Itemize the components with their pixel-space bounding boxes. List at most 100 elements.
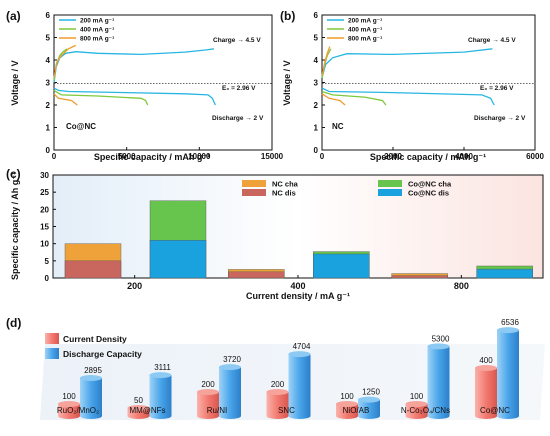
panel-a-xlabel: Specific capacity / mAh g⁻¹ <box>94 152 210 162</box>
bar-nc-dis-400 <box>228 271 285 279</box>
bar-current-density-4 <box>266 392 289 416</box>
panel-c-legend-text: Co@NC dis <box>408 189 449 198</box>
bar-discharge-capacity-5-base <box>358 413 380 419</box>
panel-b-series-2-discharge-line <box>321 90 387 106</box>
panel-c-xtick-label: 400 <box>290 281 305 291</box>
legend-discharge-capacity-swatch <box>45 348 59 359</box>
value-label-discharge-capacity: 4704 <box>293 342 311 351</box>
panel-a-legend-text: 400 mA g⁻¹ <box>80 27 114 34</box>
bar-nc-dis-800 <box>391 275 448 279</box>
bar-current-density-3-top <box>197 389 219 395</box>
category-label: Ru/NI <box>207 406 227 415</box>
bar-current-density-3 <box>197 392 219 416</box>
category-label: RuO₂/MnO₂ <box>57 406 99 415</box>
panel-a-xtick-label: 0 <box>52 152 57 161</box>
panel-d-label: (d) <box>6 316 21 330</box>
panel-a-series-2-discharge-line <box>53 89 149 106</box>
panel-a-series-3-discharge-line <box>53 93 78 106</box>
panel-a-series-1-discharge-line <box>53 87 216 106</box>
panel-c-ytick-label: 5 <box>45 257 50 266</box>
panel-b-charge-note: Charge → 4.5 V <box>468 37 516 44</box>
panel-b-series-1-charge-line <box>321 48 493 79</box>
panel-a-label: (a) <box>6 9 21 23</box>
panel-b-sample-label: NC <box>332 122 344 131</box>
panel-a-sample-label: Co@NC <box>66 122 96 131</box>
value-label-discharge-capacity: 5300 <box>432 334 450 343</box>
panel-c-ylabel: Specific capacity / Ah g⁻¹ <box>10 172 20 280</box>
bar-discharge-capacity-2-base <box>149 413 172 419</box>
bar-current-density-7-base <box>475 413 497 419</box>
legend-discharge-capacity-text: Discharge Capacity <box>63 349 142 359</box>
value-label-current-density: 100 <box>62 392 76 401</box>
bar-discharge-capacity-5-top <box>358 396 380 403</box>
panel-c-legend-swatch <box>242 180 266 187</box>
bar-discharge-capacity-2-top <box>149 372 172 379</box>
panel-c-legend-text: NC dis <box>272 189 296 198</box>
value-label-current-density: 100 <box>410 392 424 401</box>
panel-a-series-3-charge-line <box>53 44 77 79</box>
bar-discharge-capacity-6 <box>427 346 450 416</box>
panel-b-legend-text: 400 mA g⁻¹ <box>348 27 382 34</box>
panel-b-series-3-discharge-line <box>321 93 346 106</box>
bar-co-nc-dis-400 <box>313 253 370 279</box>
panel-b-xtick-label: 2000 <box>384 152 402 161</box>
panel-a-charge-note: Charge → 4.5 V <box>213 37 261 44</box>
bar-current-density-2-base <box>127 413 150 419</box>
panel-c-ytick-label: 10 <box>40 240 49 249</box>
panel-a-e0-note: E₀ = 2.96 V <box>222 85 256 92</box>
panel-b-legend-text: 200 mA g⁻¹ <box>348 18 382 25</box>
panel-b-e0-note: E₀ = 2.96 V <box>480 85 514 92</box>
bar-co-nc-dis-800 <box>476 268 533 279</box>
bar-current-density-1-base <box>58 413 80 419</box>
category-label: MM@NFs <box>129 406 165 415</box>
panel-b-series-1-discharge-line <box>321 87 495 106</box>
bar-current-density-6-base <box>405 413 428 419</box>
panel-c-xtick-label: 800 <box>454 281 469 291</box>
panel-d-chart: Current Density Discharge Capacity 100 28… <box>40 318 545 420</box>
bar-discharge-capacity-6-base <box>427 413 450 419</box>
panel-c-frame <box>52 174 544 279</box>
panel-a-ytick-label: 3 <box>46 79 51 88</box>
panel-b-label: (b) <box>280 9 295 23</box>
panel-c-ytick-label: 20 <box>40 205 49 214</box>
panel-a-ytick-label: 5 <box>46 34 51 43</box>
bar-current-density-5-top <box>336 401 358 407</box>
bar-discharge-capacity-2 <box>149 375 172 416</box>
panel-c-legend-swatch <box>242 189 266 196</box>
panel-b-ylabel: Voltage / V <box>282 60 292 105</box>
category-label: NiO/AB <box>343 406 370 415</box>
value-label-current-density: 50 <box>134 396 143 405</box>
panel-a-ytick-label: 0 <box>46 146 51 155</box>
bar-current-density-5-base <box>336 413 358 419</box>
panel-b-ytick-label: 4 <box>314 56 319 65</box>
bar-current-density-7 <box>475 368 497 416</box>
panel-a-legend-text: 200 mA g⁻¹ <box>80 18 114 25</box>
bar-discharge-capacity-7 <box>497 330 519 416</box>
bar-discharge-capacity-6-top <box>427 343 450 350</box>
bar-discharge-capacity-4-top <box>288 351 311 358</box>
bar-current-density-2 <box>127 408 150 416</box>
panel-c-chart: Specific capacity / Ah g⁻¹ Current densi… <box>10 171 544 301</box>
panel-b-ytick-label: 6 <box>314 11 319 20</box>
panel-b-ytick-label: 2 <box>314 101 319 110</box>
value-label-discharge-capacity: 6536 <box>501 318 519 327</box>
panel-a-discharge-note: Discharge → 2 V <box>212 115 264 122</box>
value-label-current-density: 100 <box>340 392 354 401</box>
bar-discharge-capacity-7-top <box>497 327 519 334</box>
panel-a-xtick-label: 10000 <box>188 152 211 161</box>
bar-current-density-2-top <box>127 405 150 411</box>
value-label-discharge-capacity: 3720 <box>223 355 241 364</box>
panel-a-ytick-label: 1 <box>46 124 51 133</box>
category-label: Co@NC <box>480 406 510 415</box>
panel-b-xlabel: Specific capacity / mAh g⁻¹ <box>370 152 486 162</box>
panel-b-ytick-label: 3 <box>314 79 319 88</box>
bar-current-density-7-top <box>475 365 497 371</box>
panel-c-ytick-label: 30 <box>40 171 49 180</box>
panel-b-series-3-charge-line <box>321 46 331 76</box>
panel-c-xlabel: Current density / mA g⁻¹ <box>246 291 350 301</box>
panel-a-ytick-label: 2 <box>46 101 51 110</box>
bar-current-density-4-base <box>266 413 289 419</box>
panel-c-legend-swatch <box>378 180 402 187</box>
panel-c-ytick-label: 15 <box>40 223 49 232</box>
